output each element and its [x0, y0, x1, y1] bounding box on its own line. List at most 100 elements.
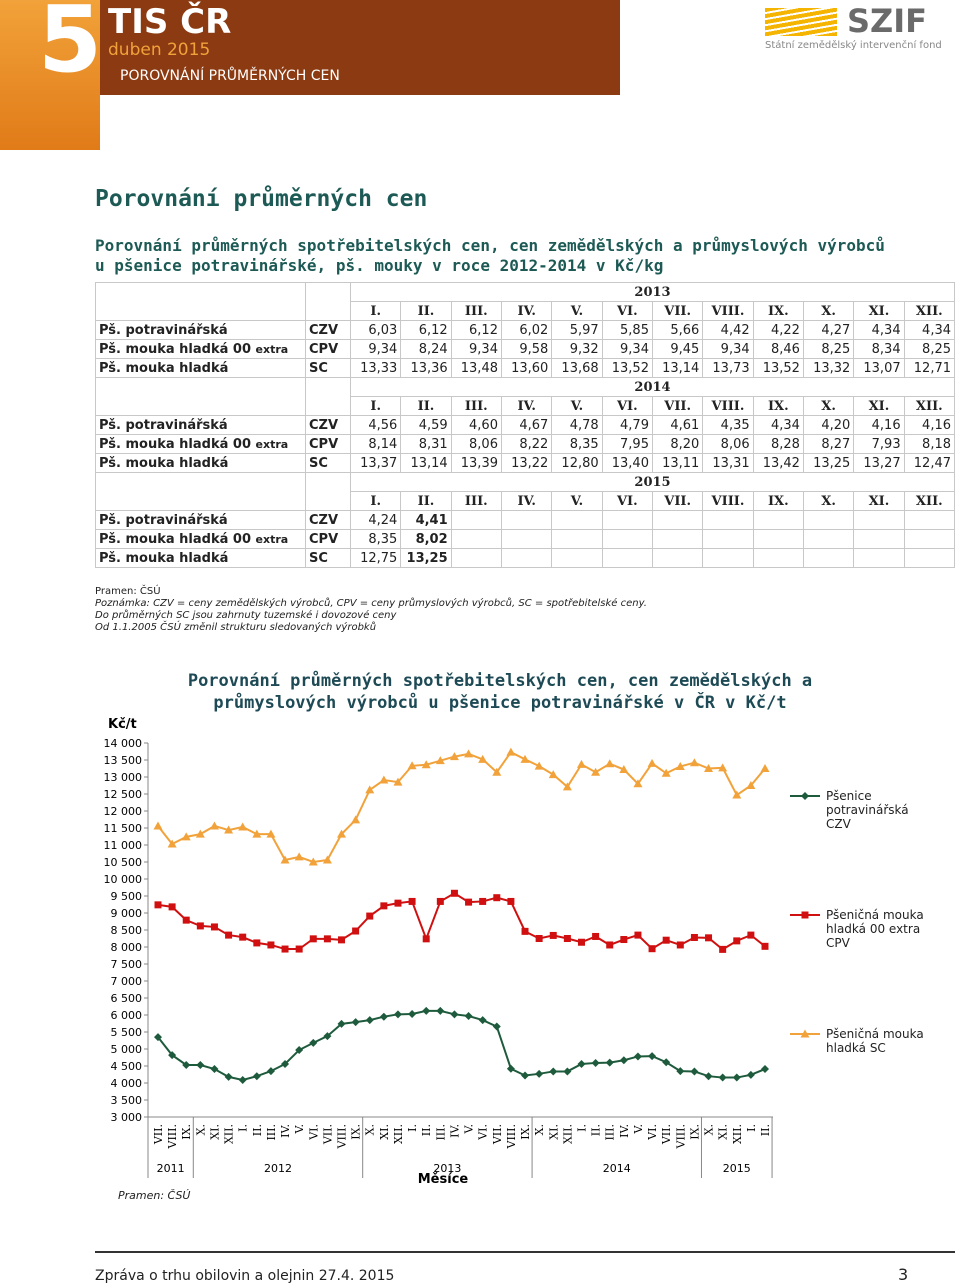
marker [253, 939, 261, 947]
marker [647, 758, 657, 767]
marker [393, 1010, 402, 1019]
data-row: Pš. potravinářská CZV 6,03 6,12 6,12 6,02 5,97… [95, 320, 956, 340]
marker [266, 1067, 275, 1076]
x-tick-label: II. [420, 1124, 433, 1136]
y-tick-label: 14 000 [104, 737, 143, 750]
marker [366, 912, 374, 920]
marker [549, 1067, 558, 1076]
marker [577, 938, 585, 946]
value-cell: 8,35 [349, 529, 402, 549]
marker [365, 1016, 374, 1025]
value-cell: 13,27 [853, 453, 905, 473]
x-tick-label: VII. [660, 1124, 673, 1145]
x-tick-label: III. [434, 1124, 447, 1141]
marker [294, 852, 304, 861]
marker [195, 829, 205, 838]
marker [661, 768, 671, 777]
value-cell: 4,24 [349, 510, 402, 530]
note: Do průměrných SC jsou zahrnuty tuzemské … [95, 610, 397, 621]
marker [732, 1073, 741, 1082]
marker [619, 1056, 628, 1065]
marker [591, 767, 601, 776]
marker [549, 931, 557, 939]
month-row: I. II. III. IV. V. VI. VII. VIII. IX. X. XI. XII. [96, 491, 956, 511]
marker [732, 790, 742, 799]
x-tick-label: XII. [223, 1124, 236, 1144]
x-tick-label: I. [575, 1124, 588, 1132]
y-tick-label: 12 500 [104, 788, 143, 801]
marker [662, 936, 670, 944]
marker [181, 832, 191, 841]
marker [408, 1009, 417, 1018]
data-row: Pš. potravinářská CZV 4,56 4,59 4,60 4,67 4,78… [95, 415, 956, 435]
marker [295, 945, 303, 953]
marker [168, 903, 176, 911]
y-tick-label: 5 000 [111, 1043, 143, 1056]
x-tick-label: XII. [392, 1124, 405, 1144]
y-tick-label: 6 000 [111, 1009, 143, 1022]
x-tick-label: III. [604, 1124, 617, 1141]
marker [239, 933, 247, 941]
x-tick-label: IX. [688, 1124, 701, 1140]
x-tick-label: VI. [307, 1124, 320, 1141]
marker [153, 821, 163, 830]
x-tick-label: III. [265, 1124, 278, 1141]
year-label: 2013 [433, 1162, 461, 1175]
y-tick-label: 5 500 [111, 1026, 143, 1039]
value-cell: 12,47 [903, 453, 956, 473]
y-tick-label: 7 500 [111, 958, 143, 971]
marker [690, 1067, 699, 1076]
chart: Kč/t 3 000 3 500 4 000 4 500 5 000 5 500 6 000 6… [104, 717, 820, 1187]
row-name-text: Pš. potravinářská [99, 417, 228, 433]
marker [464, 749, 474, 758]
marker [351, 1018, 360, 1027]
x-tick-label: X. [703, 1124, 716, 1135]
marker [308, 857, 318, 866]
marker [746, 781, 756, 789]
blank-cell [95, 282, 306, 321]
marker [493, 894, 501, 902]
marker [605, 759, 615, 768]
value-cell: 13,22 [500, 453, 553, 473]
marker [520, 754, 530, 763]
y-tick-label: 6 500 [111, 992, 143, 1005]
month-header: XII. [903, 491, 956, 511]
x-tick-label: XI. [717, 1124, 730, 1140]
row-name-text: Pš. mouka hladká [99, 360, 229, 376]
y-tick-label: 8 000 [111, 941, 143, 954]
marker [252, 829, 262, 838]
marker [365, 785, 375, 794]
data-row: Pš. mouka hladká SC 12,75 13,25 [95, 548, 956, 568]
logo-subtitle: Státní zemědělský intervenční fond [765, 40, 942, 51]
x-tick-label: VI. [477, 1124, 490, 1141]
x-tick-label: IV. [618, 1124, 631, 1138]
x-tick-label: XI. [378, 1124, 391, 1140]
marker [394, 899, 402, 907]
marker [633, 779, 643, 788]
issue-number: 5 [38, 0, 103, 93]
row-code: CPV [305, 434, 351, 454]
blank-cell [305, 472, 351, 511]
value-cell: 9,34 [450, 339, 502, 359]
footer-text: Zpráva o trhu obilovin a olejnin 27.4. 2… [95, 1268, 395, 1284]
header-accent [0, 0, 100, 150]
value-cell: 13,25 [400, 548, 452, 568]
y-tick-label: 13 000 [104, 771, 143, 784]
note: Od 1.1.2005 ČSÚ změnil strukturu sledova… [95, 622, 377, 633]
marker [252, 1072, 261, 1081]
value-cell: 7,93 [853, 434, 905, 454]
marker [322, 855, 332, 864]
row-name: Pš. mouka hladká 00 extra [95, 434, 306, 454]
row-name-text: Pš. mouka hladká 00 [99, 436, 252, 452]
x-tick-label: IX. [180, 1124, 193, 1140]
page-title: Porovnání průměrných cen [95, 186, 428, 212]
year-row: 2013 [95, 282, 955, 321]
marker [761, 1065, 769, 1074]
marker [478, 754, 488, 763]
x-tick-label: VIII. [166, 1124, 179, 1149]
marker [225, 931, 233, 939]
value-cell: 13,32 [802, 358, 855, 378]
marker [323, 1032, 332, 1041]
data-row: Pš. mouka hladká SC 13,33 13,36 13,48 13,60 13… [95, 358, 956, 378]
